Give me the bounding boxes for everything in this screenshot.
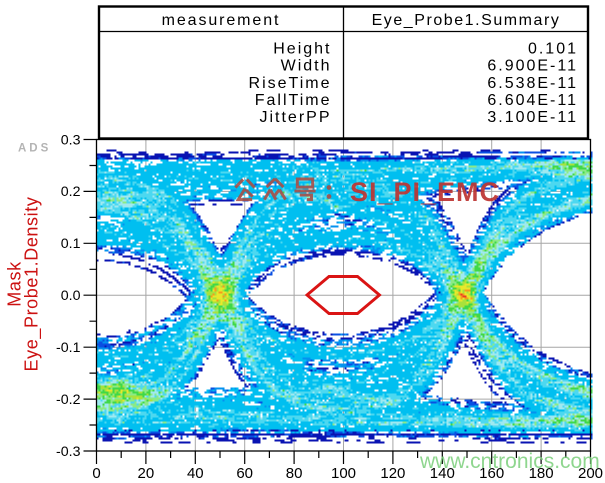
svg-text:6.604E-11: 6.604E-11	[487, 92, 578, 109]
svg-text:-0.1: -0.1	[56, 340, 81, 356]
svg-text:6.538E-11: 6.538E-11	[487, 75, 578, 92]
svg-text:www.cntronics.com: www.cntronics.com	[419, 450, 600, 473]
svg-text:-0.2: -0.2	[56, 392, 81, 408]
svg-text:measurement: measurement	[162, 12, 281, 29]
svg-text:120: 120	[380, 465, 405, 478]
svg-text:Eye_Probe1.Summary: Eye_Probe1.Summary	[372, 12, 561, 29]
svg-text:60: 60	[236, 465, 253, 478]
svg-text:0.1: 0.1	[61, 236, 81, 252]
svg-text:Width: Width	[281, 58, 332, 75]
svg-text:JitterPP: JitterPP	[259, 109, 331, 126]
svg-text:ADS: ADS	[18, 143, 51, 155]
svg-text:-0.3: -0.3	[56, 444, 81, 460]
svg-text:Mask: Mask	[5, 261, 25, 307]
svg-text:100: 100	[331, 465, 356, 478]
svg-text:0.2: 0.2	[61, 184, 81, 200]
svg-text:3.100E-11: 3.100E-11	[487, 109, 578, 126]
svg-text:RiseTime: RiseTime	[249, 75, 332, 92]
svg-text:0: 0	[92, 465, 100, 478]
svg-text:0.3: 0.3	[61, 132, 81, 148]
svg-text:40: 40	[187, 465, 204, 478]
svg-text:SI_PI_EMC: SI_PI_EMC	[350, 177, 500, 207]
svg-text:Eye_Probe1.Density: Eye_Probe1.Density	[22, 197, 43, 372]
svg-text:6.900E-11: 6.900E-11	[487, 58, 578, 75]
svg-text:Height: Height	[273, 41, 331, 58]
svg-text:0.101: 0.101	[528, 41, 578, 58]
svg-text:20: 20	[138, 465, 155, 478]
svg-text:FallTime: FallTime	[255, 92, 332, 109]
svg-text:0.0: 0.0	[61, 288, 81, 304]
svg-text:80: 80	[286, 465, 303, 478]
